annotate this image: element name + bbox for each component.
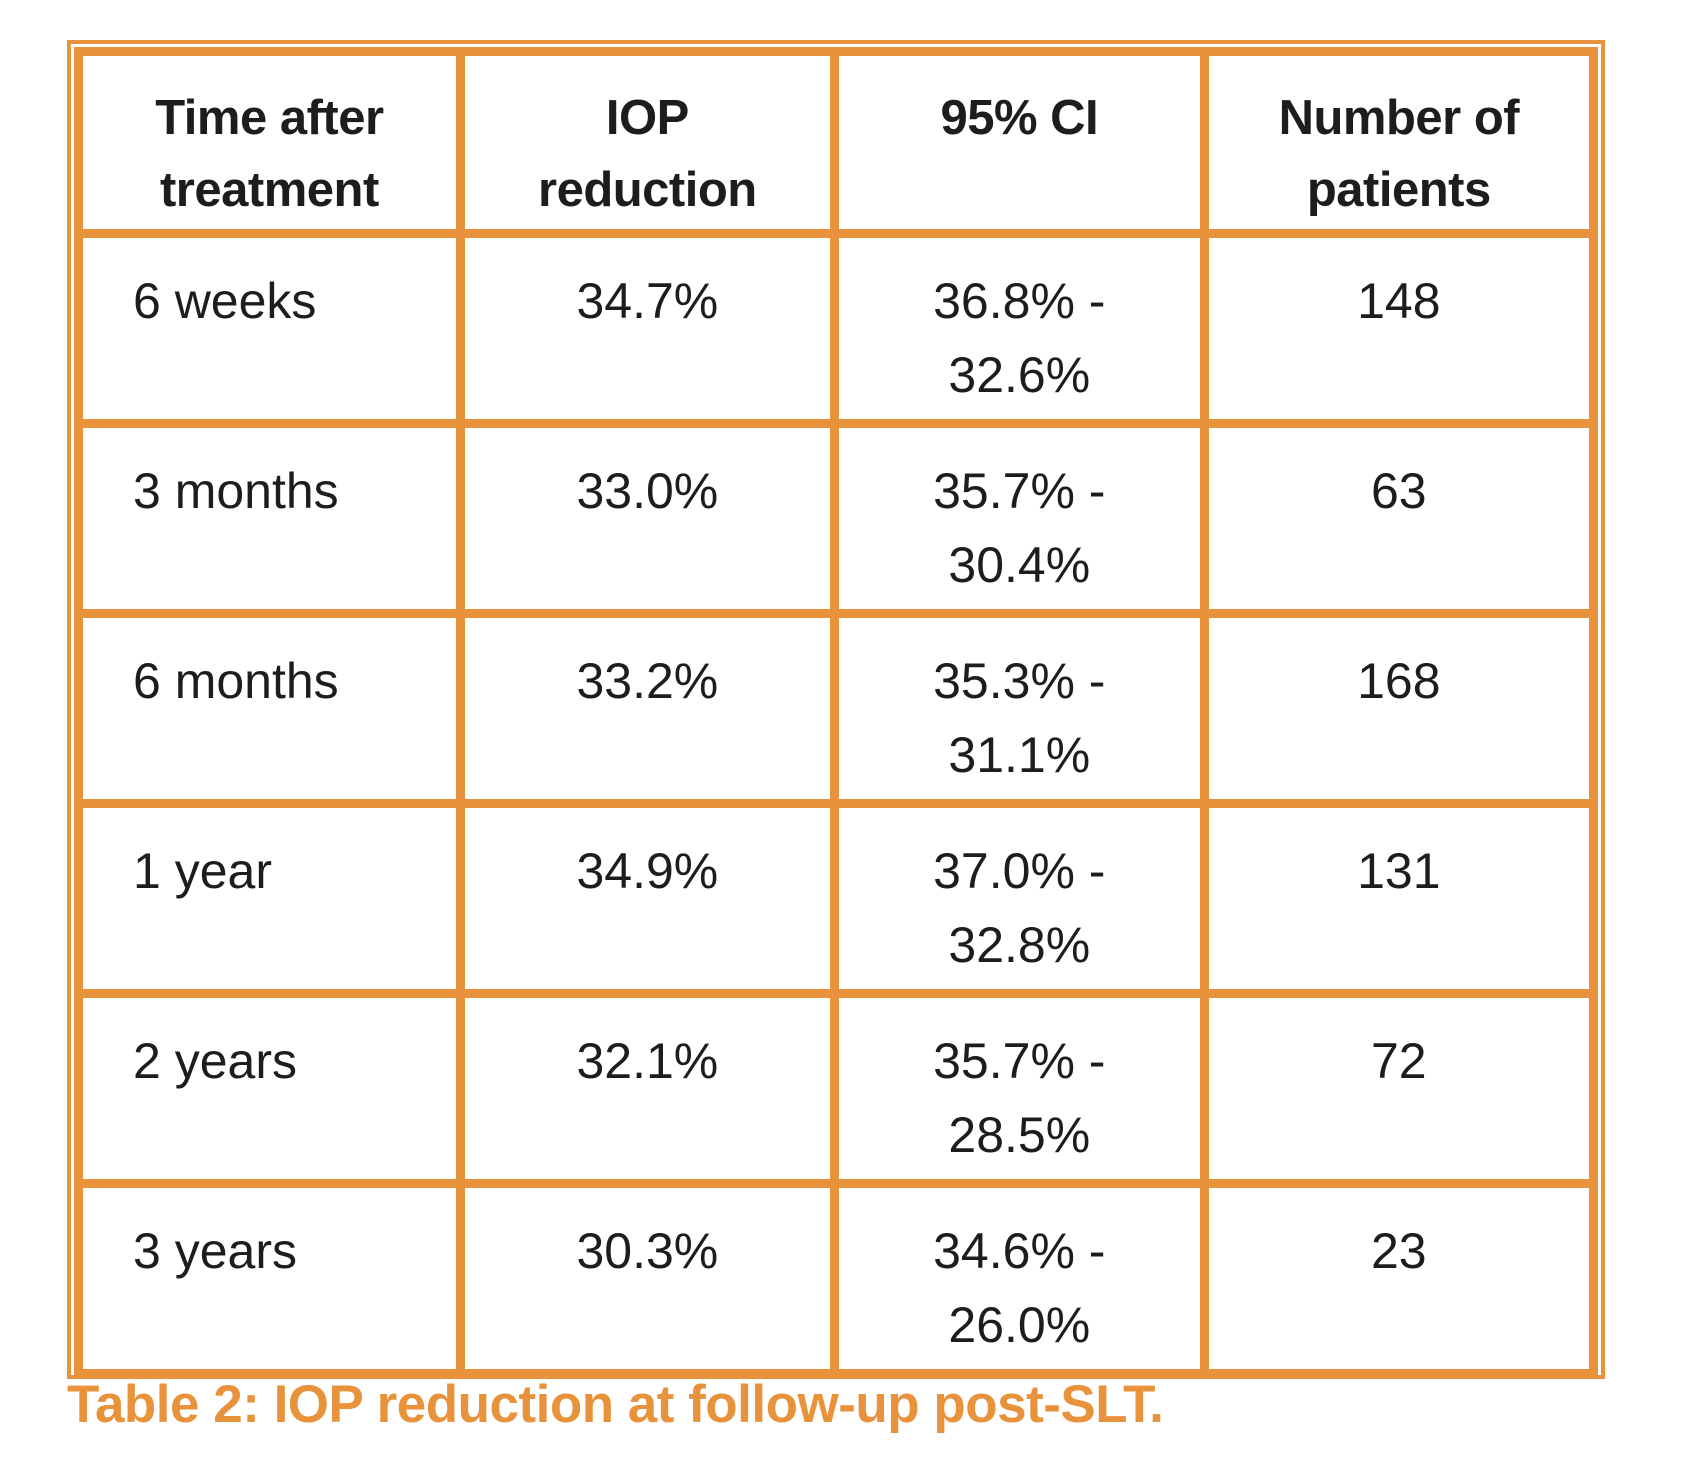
header-time-after-treatment: Time after treatment [74,47,465,238]
cell-time: 3 years [74,1179,465,1378]
ci-lower: 32.6% [948,347,1091,403]
iop-reduction-table: Time after treatment IOP reduction 95% C… [74,47,1599,1378]
cell-ci: 35.7% - 28.5% [829,989,1209,1188]
cell-patients: 63 [1199,419,1599,618]
table-row: 6 weeks 34.7% 36.8% - 32.6% 148 [74,229,1599,428]
header-iop-reduction: IOP reduction [455,47,839,238]
cell-ci: 34.6% - 26.0% [829,1179,1209,1378]
ci-lower: 32.8% [948,917,1091,973]
header-line: IOP [605,91,689,145]
cell-time: 6 months [74,609,465,808]
table-row: 2 years 32.1% 35.7% - 28.5% 72 [74,989,1599,1188]
header-line: Time after [155,91,384,145]
ci-upper: 35.3% - [933,653,1106,709]
cell-ci: 36.8% - 32.6% [829,229,1209,428]
table-row: 3 months 33.0% 35.7% - 30.4% 63 [74,419,1599,618]
cell-iop-reduction: 34.9% [455,799,839,998]
cell-ci: 35.7% - 30.4% [829,419,1209,618]
cell-patients: 23 [1199,1179,1599,1378]
ci-upper: 34.6% - [933,1223,1106,1279]
ci-lower: 28.5% [948,1107,1091,1163]
ci-lower: 26.0% [948,1297,1091,1353]
ci-upper: 35.7% - [933,1033,1106,1089]
cell-iop-reduction: 32.1% [455,989,839,1188]
cell-ci: 35.3% - 31.1% [829,609,1209,808]
cell-iop-reduction: 33.0% [455,419,839,618]
iop-reduction-table-frame: Time after treatment IOP reduction 95% C… [67,40,1605,1379]
header-number-of-patients: Number of patients [1199,47,1599,238]
cell-time: 2 years [74,989,465,1188]
header-line: Number of [1278,91,1520,145]
cell-patients: 131 [1199,799,1599,998]
table-row: 6 months 33.2% 35.3% - 31.1% 168 [74,609,1599,808]
cell-patients: 168 [1199,609,1599,808]
table-caption: Table 2: IOP reduction at follow-up post… [67,1375,1164,1434]
cell-patients: 148 [1199,229,1599,428]
ci-upper: 36.8% - [933,273,1106,329]
table-header-row: Time after treatment IOP reduction 95% C… [74,47,1599,238]
header-line: reduction [538,163,757,217]
cell-time: 6 weeks [74,229,465,428]
cell-iop-reduction: 30.3% [455,1179,839,1378]
cell-time: 3 months [74,419,465,618]
ci-lower: 31.1% [948,727,1091,783]
table-row: 1 year 34.9% 37.0% - 32.8% 131 [74,799,1599,998]
cell-time: 1 year [74,799,465,998]
header-line: patients [1306,163,1491,217]
header-95-ci: 95% CI [829,47,1209,238]
table-row: 3 years 30.3% 34.6% - 26.0% 23 [74,1179,1599,1378]
cell-patients: 72 [1199,989,1599,1188]
ci-upper: 37.0% - [933,843,1106,899]
cell-ci: 37.0% - 32.8% [829,799,1209,998]
ci-upper: 35.7% - [933,463,1106,519]
header-line: 95% CI [940,91,1099,145]
header-line: treatment [159,163,379,217]
cell-iop-reduction: 34.7% [455,229,839,428]
ci-lower: 30.4% [948,537,1091,593]
cell-iop-reduction: 33.2% [455,609,839,808]
